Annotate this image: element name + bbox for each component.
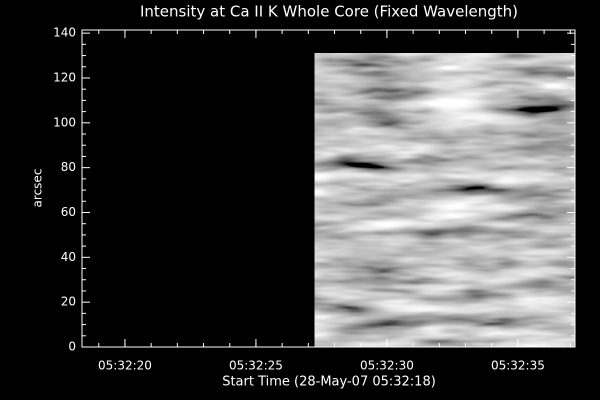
- x-tick-label: 05:32:35: [491, 359, 545, 373]
- x-axis-label: Start Time (28-May-07 05:32:18): [222, 375, 436, 390]
- chart-title: Intensity at Ca II K Whole Core (Fixed W…: [140, 3, 518, 21]
- y-tick-label: 80: [61, 160, 76, 174]
- y-axis-label: arcsec: [31, 169, 45, 208]
- x-tick-label: 05:32:30: [360, 359, 414, 373]
- y-tick-label: 40: [61, 250, 76, 264]
- y-tick-label: 100: [53, 115, 76, 129]
- x-tick-label: 05:32:20: [98, 359, 152, 373]
- y-tick-label: 20: [61, 295, 76, 309]
- image: [314, 53, 575, 347]
- y-tick-label: 140: [53, 26, 76, 40]
- y-tick-label: 120: [53, 70, 76, 84]
- x-tick-label: 05:32:25: [229, 359, 283, 373]
- plot-frame: [81, 29, 576, 348]
- y-tick-label: 60: [61, 205, 76, 219]
- y-tick-label: 0: [68, 340, 76, 354]
